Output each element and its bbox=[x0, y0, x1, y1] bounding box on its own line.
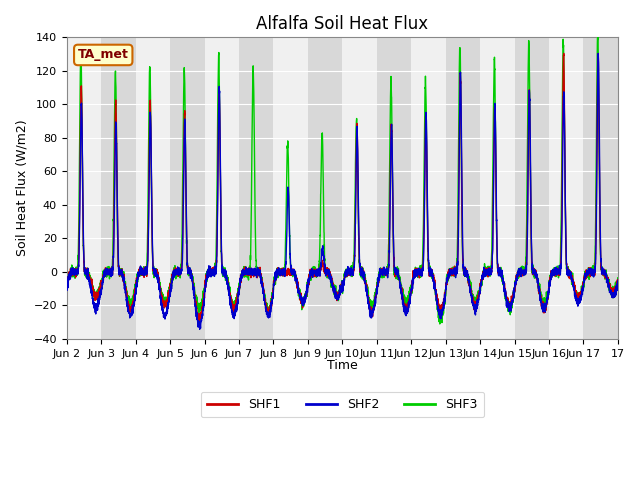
Line: SHF1: SHF1 bbox=[67, 53, 618, 324]
SHF2 bbox=[614, 277, 622, 283]
SHF1 bbox=[560, 50, 568, 56]
Title: Alfalfa Soil Heat Flux: Alfalfa Soil Heat Flux bbox=[256, 15, 428, 33]
SHF3 bbox=[493, 263, 501, 269]
Bar bbox=[67, 37, 101, 339]
SHF2 bbox=[177, 267, 185, 273]
SHF3 bbox=[436, 321, 444, 327]
SHF2 bbox=[535, 284, 543, 289]
Text: TA_met: TA_met bbox=[78, 48, 129, 61]
SHF3 bbox=[177, 263, 185, 268]
X-axis label: Time: Time bbox=[327, 359, 358, 372]
SHF3 bbox=[535, 284, 543, 289]
Bar bbox=[205, 37, 239, 339]
SHF3 bbox=[594, 33, 602, 39]
Bar bbox=[480, 37, 515, 339]
SHF1 bbox=[614, 277, 622, 283]
Bar bbox=[549, 37, 584, 339]
SHF3 bbox=[614, 276, 622, 282]
SHF1 bbox=[521, 268, 529, 274]
Bar bbox=[342, 37, 377, 339]
SHF2 bbox=[595, 50, 602, 56]
SHF1 bbox=[493, 265, 501, 271]
SHF2 bbox=[196, 326, 204, 332]
SHF2 bbox=[392, 270, 400, 276]
SHF2 bbox=[521, 269, 529, 275]
Bar bbox=[136, 37, 170, 339]
SHF3 bbox=[521, 271, 529, 277]
SHF1 bbox=[535, 285, 543, 290]
Bar bbox=[412, 37, 445, 339]
Line: SHF2: SHF2 bbox=[67, 53, 618, 329]
SHF1 bbox=[177, 266, 185, 272]
SHF2 bbox=[363, 286, 371, 292]
SHF2 bbox=[493, 261, 501, 266]
Line: SHF3: SHF3 bbox=[67, 36, 618, 324]
SHF1 bbox=[195, 321, 202, 326]
SHF1 bbox=[363, 291, 371, 297]
Bar bbox=[273, 37, 308, 339]
SHF1 bbox=[63, 279, 70, 285]
SHF2 bbox=[63, 284, 70, 290]
Y-axis label: Soil Heat Flux (W/m2): Soil Heat Flux (W/m2) bbox=[15, 120, 28, 256]
SHF1 bbox=[392, 270, 400, 276]
Legend: SHF1, SHF2, SHF3: SHF1, SHF2, SHF3 bbox=[201, 392, 484, 417]
SHF3 bbox=[63, 276, 70, 282]
SHF3 bbox=[392, 268, 400, 274]
SHF3 bbox=[363, 288, 371, 294]
